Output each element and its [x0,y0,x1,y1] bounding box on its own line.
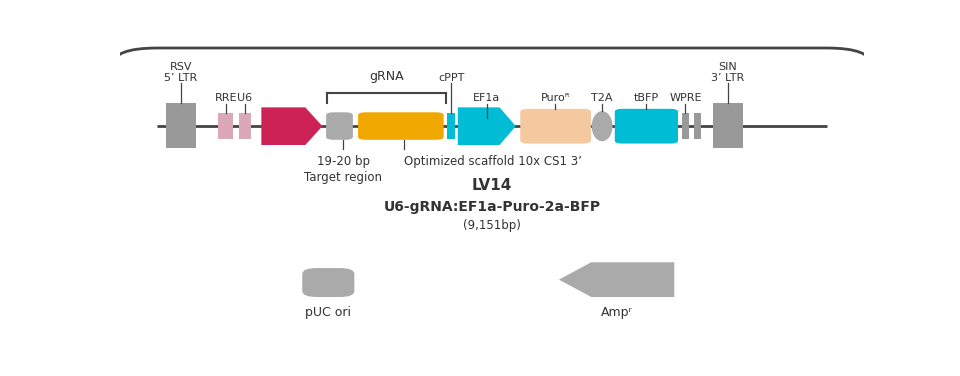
FancyBboxPatch shape [358,112,444,140]
Bar [682,113,689,139]
Text: LV14: LV14 [471,178,513,193]
Text: T2A: T2A [591,93,612,103]
Bar [447,113,455,139]
Polygon shape [261,108,323,145]
Bar [166,103,196,148]
Polygon shape [559,262,674,297]
FancyBboxPatch shape [326,112,353,140]
Bar [218,112,233,139]
Polygon shape [458,108,516,145]
Text: WPRE: WPRE [669,93,702,103]
Bar [694,113,701,139]
Text: Puroᴿ: Puroᴿ [540,93,570,103]
FancyBboxPatch shape [520,109,591,144]
Text: SIN
3’ LTR: SIN 3’ LTR [711,62,744,83]
Text: U6: U6 [237,93,252,103]
Bar [239,112,251,139]
Bar [713,103,743,148]
Text: pUC ori: pUC ori [305,306,351,319]
Text: (9,151bp): (9,151bp) [463,219,521,232]
Text: Optimized scaffold 10x CS1 3’: Optimized scaffold 10x CS1 3’ [404,155,582,168]
FancyBboxPatch shape [302,268,354,297]
FancyBboxPatch shape [614,109,678,144]
Text: RSV
5’ LTR: RSV 5’ LTR [164,62,198,83]
Text: EF1a: EF1a [473,93,500,103]
Text: U6-gRNA:EF1a-Puro-2a-BFP: U6-gRNA:EF1a-Puro-2a-BFP [383,200,601,214]
Ellipse shape [591,111,612,141]
Text: tBFP: tBFP [634,93,659,103]
Text: gRNA: gRNA [369,70,403,83]
Text: cPPT: cPPT [438,73,465,83]
Text: Ampʳ: Ampʳ [601,306,633,319]
Text: 19-20 bp
Target region: 19-20 bp Target region [304,155,382,184]
Text: RRE: RRE [214,93,237,103]
